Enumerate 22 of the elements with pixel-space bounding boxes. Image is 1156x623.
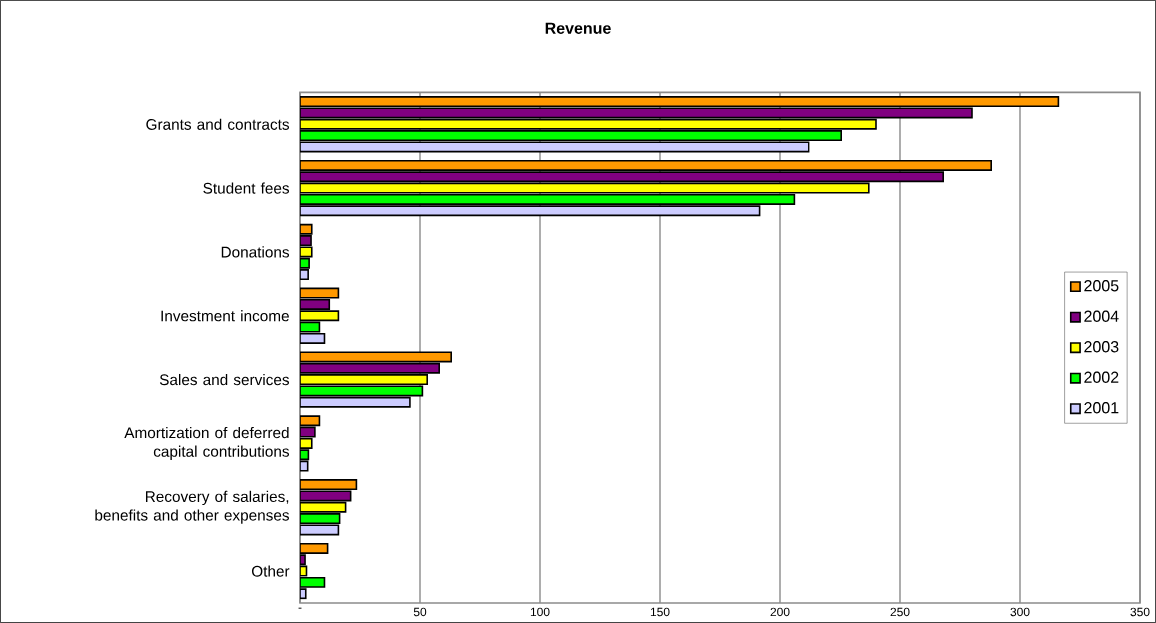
x-tick-label: - bbox=[298, 607, 302, 609]
x-tick-label: 50 bbox=[413, 607, 427, 617]
y-tick-label: Recovery of salaries, benefits and other expenses bbox=[95, 490, 289, 524]
x-tick-label: 200 bbox=[770, 607, 790, 617]
x-tick-label: 100 bbox=[530, 607, 550, 617]
legend-label: 2001 bbox=[1084, 402, 1119, 414]
x-tick-label: 250 bbox=[890, 607, 910, 617]
x-tick-label: 300 bbox=[1010, 607, 1030, 617]
legend-label: 2004 bbox=[1084, 310, 1119, 322]
legend-label: 2003 bbox=[1084, 341, 1119, 353]
chart-title: Revenue bbox=[545, 22, 611, 34]
x-tick-label: 150 bbox=[650, 607, 670, 617]
y-tick-label: Student fees bbox=[203, 182, 290, 194]
y-tick-label: Amortization of deferred capital contributions bbox=[124, 426, 290, 460]
x-tick-label: 350 bbox=[1130, 607, 1150, 617]
y-tick-label: Sales and services bbox=[159, 373, 290, 386]
legend-label: 2005 bbox=[1084, 280, 1119, 292]
y-tick-label: Other bbox=[251, 565, 290, 577]
legend-label: 2002 bbox=[1084, 371, 1119, 383]
y-tick-label: Donations bbox=[221, 246, 290, 258]
y-tick-label: Investment income bbox=[161, 310, 289, 322]
y-tick-label: Grants and contracts bbox=[146, 118, 290, 130]
